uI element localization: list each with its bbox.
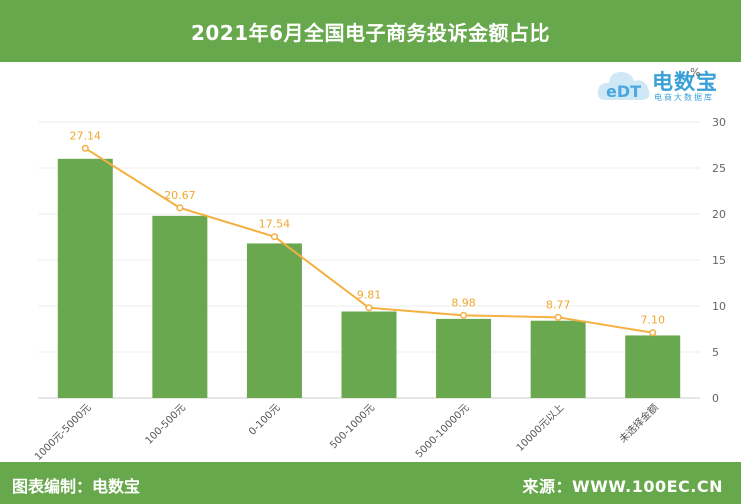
data-label: 27.14 <box>70 129 102 142</box>
line-point <box>365 304 373 312</box>
data-label: 7.10 <box>640 314 665 327</box>
data-label: 8.98 <box>451 296 476 309</box>
bar <box>530 320 586 398</box>
x-tick-label: 1000元-5000元 <box>33 402 93 462</box>
y-tick-label: 0 <box>712 392 719 405</box>
y-axis-unit: % <box>690 66 700 79</box>
x-tick-label: 5000-10000元 <box>414 402 472 460</box>
y-axis: 0 5 10 15 20 25 30 <box>712 116 726 405</box>
footer-source: 来源：WWW.100EC.CN <box>522 477 723 496</box>
cloud-icon: eDT <box>597 72 650 101</box>
line-point <box>460 311 468 319</box>
line-series: 27.14 20.67 17.54 9.81 8.98 8.77 7.10 <box>70 129 665 337</box>
footer: 图表编制：电数宝 来源：WWW.100EC.CN <box>0 462 741 504</box>
logo-mark: eDT <box>606 82 641 101</box>
chart-area: 0 5 10 15 20 25 30 % 27.14 20.67 17.54 9.81 8.98 8.… <box>33 66 726 462</box>
x-tick-label: 未选择金额 <box>616 401 661 446</box>
data-label: 9.81 <box>357 289 382 302</box>
bar <box>246 243 302 398</box>
y-tick-label: 20 <box>712 208 726 221</box>
line-point <box>270 233 278 241</box>
y-tick-label: 15 <box>712 254 726 267</box>
bar <box>625 335 681 398</box>
bar <box>341 311 397 398</box>
bar <box>57 158 113 398</box>
x-tick-label: 10000元以上 <box>514 402 566 454</box>
bar-series <box>57 158 681 398</box>
data-label: 20.67 <box>164 189 196 202</box>
bar <box>152 215 208 398</box>
line-point <box>554 313 562 321</box>
data-label: 8.77 <box>546 298 571 311</box>
y-tick-label: 30 <box>712 116 726 129</box>
y-tick-label: 5 <box>712 346 719 359</box>
y-tick-label: 10 <box>712 300 726 313</box>
chart-title: 2021年6月全国电子商务投诉金额占比 <box>0 0 741 62</box>
x-tick-label: 100-500元 <box>144 402 188 446</box>
bar <box>436 318 492 398</box>
x-axis: 1000元-5000元 100-500元 0-100元 500-1000元 5000-1… <box>33 401 661 462</box>
y-tick-label: 25 <box>712 162 726 175</box>
logo-brand: 电数宝 <box>652 70 718 94</box>
brand-logo: eDT 电数宝 电商大数据库 <box>596 64 736 106</box>
x-tick-label: 500-1000元 <box>328 402 377 451</box>
line-point <box>649 329 657 337</box>
line-point <box>81 144 89 152</box>
logo-subtitle: 电商大数据库 <box>654 93 714 102</box>
x-tick-label: 0-100元 <box>247 402 282 437</box>
data-label: 17.54 <box>259 218 291 231</box>
line-point <box>176 204 184 212</box>
footer-credit: 图表编制：电数宝 <box>12 477 141 496</box>
